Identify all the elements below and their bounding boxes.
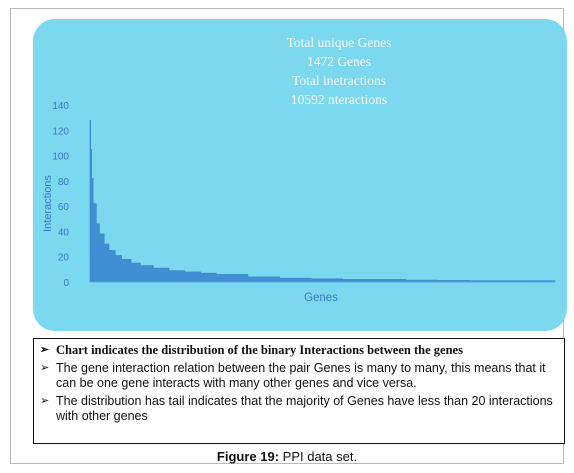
y-tick-label: 60 bbox=[58, 202, 70, 213]
bullet-arrow-icon: ➢ bbox=[40, 361, 50, 374]
caption-label: Figure 19: bbox=[216, 449, 280, 464]
note-item: ➢ Chart indicates the distribution of th… bbox=[40, 343, 558, 359]
y-tick-label: 80 bbox=[58, 177, 70, 188]
chart-annotation-line: 10592 nteractions bbox=[291, 92, 387, 107]
note-item: ➢ The distribution has tail indicates th… bbox=[40, 394, 558, 425]
y-tick-label: 40 bbox=[58, 227, 70, 238]
note-text: The distribution has tail indicates that… bbox=[56, 393, 553, 424]
y-tick-label: 100 bbox=[52, 152, 69, 163]
chart-panel: Total unique Genes 1472 Genes Total inetra… bbox=[33, 19, 567, 331]
interactions-chart: Total unique Genes 1472 Genes Total inetra… bbox=[42, 35, 556, 304]
chart-annotation-line: Total unique Genes bbox=[287, 35, 392, 50]
y-axis-label: Interactions bbox=[42, 175, 54, 232]
notes-box: ➢ Chart indicates the distribution of th… bbox=[33, 338, 565, 444]
chart-annotation-line: 1472 Genes bbox=[307, 54, 371, 69]
figure-frame: Total unique Genes 1472 Genes Total inetra… bbox=[10, 8, 567, 464]
series-bars bbox=[89, 119, 556, 283]
bullet-arrow-icon: ➢ bbox=[40, 344, 50, 356]
caption-text: PPI data set. bbox=[282, 449, 358, 464]
y-tick-label: 0 bbox=[63, 278, 69, 289]
chart-annotation-line: Total inetractions bbox=[292, 73, 386, 88]
note-item: ➢ The gene interaction relation between … bbox=[40, 361, 558, 392]
bullet-arrow-icon: ➢ bbox=[40, 394, 50, 407]
note-text: The gene interaction relation between th… bbox=[56, 360, 546, 391]
x-axis-label: Genes bbox=[304, 292, 338, 304]
note-text: Chart indicates the distribution of the … bbox=[56, 343, 463, 357]
y-tick-label: 120 bbox=[52, 126, 69, 137]
y-tick-label: 140 bbox=[52, 101, 69, 112]
figure-caption: Figure 19: PPI data set. bbox=[11, 449, 563, 464]
y-tick-label: 20 bbox=[58, 253, 70, 264]
